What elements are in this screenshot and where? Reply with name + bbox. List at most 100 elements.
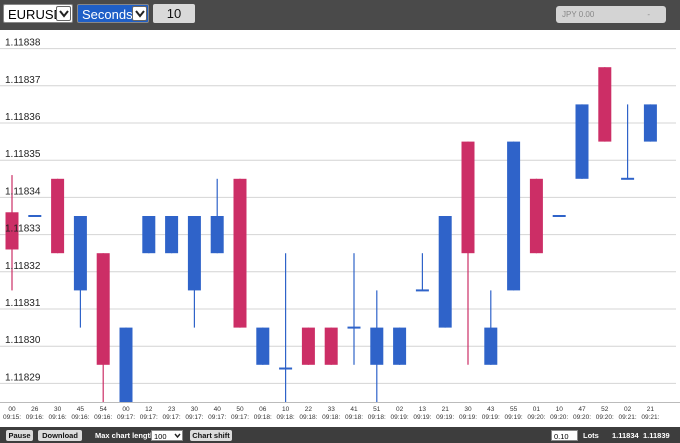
lots-input[interactable]: 0.10 bbox=[551, 430, 578, 441]
candle[interactable] bbox=[279, 253, 293, 402]
x-tick-seconds: 52 bbox=[601, 406, 609, 413]
period-count-input[interactable]: 10 bbox=[153, 4, 195, 23]
candle-body bbox=[51, 178, 65, 254]
timeframe-select-value: Seconds bbox=[82, 7, 133, 22]
x-tick-time: 09:16: bbox=[71, 414, 89, 421]
candle[interactable] bbox=[621, 104, 635, 180]
x-tick-time: 09:19: bbox=[505, 414, 523, 421]
x-tick-seconds: 26 bbox=[31, 406, 39, 413]
x-tick-time: 09:17: bbox=[117, 414, 135, 421]
x-tick-seconds: 23 bbox=[168, 406, 176, 413]
candle[interactable] bbox=[73, 216, 87, 328]
jpy-balance-widget[interactable]: JPY 0.00 - bbox=[556, 6, 666, 23]
timeframe-select[interactable]: Seconds bbox=[77, 4, 149, 23]
candle-body bbox=[96, 253, 110, 365]
x-tick-time: 09:16: bbox=[49, 414, 67, 421]
ask-price: 1.11839 bbox=[643, 431, 670, 440]
x-tick-time: 09:20: bbox=[596, 414, 614, 421]
max-chart-length-select[interactable]: 100 bbox=[151, 430, 183, 441]
x-tick-time: 09:17: bbox=[163, 414, 181, 421]
candle[interactable] bbox=[210, 178, 224, 254]
x-tick-time: 09:18: bbox=[299, 414, 317, 421]
candle[interactable] bbox=[415, 253, 429, 292]
x-tick-seconds: 30 bbox=[54, 406, 62, 413]
download-button[interactable]: Download bbox=[38, 430, 82, 441]
candle[interactable] bbox=[461, 141, 475, 365]
x-tick-seconds: 13 bbox=[419, 406, 427, 413]
x-tick-seconds: 47 bbox=[578, 406, 586, 413]
candle[interactable] bbox=[142, 216, 156, 254]
y-tick-label: 1.11833 bbox=[5, 224, 41, 235]
candle[interactable] bbox=[507, 141, 521, 291]
candle[interactable] bbox=[484, 290, 498, 365]
candle[interactable] bbox=[165, 216, 179, 254]
max-chart-length-value: 100 bbox=[154, 432, 167, 441]
candle[interactable] bbox=[575, 104, 589, 179]
candle[interactable] bbox=[187, 216, 201, 328]
candle-body bbox=[621, 177, 635, 180]
candle[interactable] bbox=[643, 104, 657, 142]
candle-body bbox=[233, 178, 247, 328]
x-tick-time: 09:18: bbox=[322, 414, 340, 421]
y-tick-label: 1.11838 bbox=[5, 38, 41, 49]
candle[interactable] bbox=[28, 215, 42, 217]
candle[interactable] bbox=[51, 178, 65, 254]
candle-body bbox=[370, 327, 384, 365]
x-tick-seconds: 12 bbox=[145, 406, 153, 413]
candle[interactable] bbox=[324, 327, 338, 365]
x-tick-seconds: 21 bbox=[647, 406, 655, 413]
x-tick-time: 09:18: bbox=[345, 414, 363, 421]
candle-body bbox=[187, 216, 201, 291]
chevron-down-icon bbox=[174, 431, 181, 443]
bottom-toolbar: Pause Download Max chart length: 100 Cha… bbox=[0, 427, 680, 443]
candle[interactable] bbox=[347, 253, 361, 365]
x-tick-seconds: 45 bbox=[77, 406, 85, 413]
candle[interactable] bbox=[529, 178, 543, 254]
x-tick-seconds: 01 bbox=[533, 406, 541, 413]
jpy-balance-change: - bbox=[647, 10, 650, 19]
candle[interactable] bbox=[256, 327, 270, 365]
candle[interactable] bbox=[438, 216, 452, 328]
candle[interactable] bbox=[370, 290, 384, 402]
candle[interactable] bbox=[119, 327, 133, 402]
candle-body bbox=[347, 326, 361, 329]
y-tick-label: 1.11835 bbox=[5, 149, 41, 160]
pause-button[interactable]: Pause bbox=[6, 430, 33, 441]
chevron-down-icon[interactable] bbox=[132, 6, 147, 21]
x-tick-seconds: 40 bbox=[214, 406, 222, 413]
candle-body bbox=[643, 104, 657, 142]
candle[interactable] bbox=[233, 178, 247, 328]
candlestick-chart[interactable]: 1.11829 1.11830 1.11831 1.11832 1.11833 1.118… bbox=[0, 30, 680, 427]
candle[interactable] bbox=[301, 327, 315, 365]
x-tick-time: 09:19: bbox=[436, 414, 454, 421]
candle-body bbox=[256, 327, 270, 365]
symbol-select[interactable]: EURUSD bbox=[3, 4, 73, 23]
x-tick-time: 09:19: bbox=[482, 414, 500, 421]
candle[interactable] bbox=[96, 253, 110, 402]
x-tick-seconds: 43 bbox=[487, 406, 495, 413]
candle-body bbox=[119, 327, 133, 402]
x-tick-seconds: 55 bbox=[510, 406, 518, 413]
candle[interactable] bbox=[552, 215, 566, 217]
x-tick-time: 09:16: bbox=[26, 414, 44, 421]
candle[interactable] bbox=[598, 67, 612, 142]
chevron-down-icon[interactable] bbox=[56, 6, 71, 21]
candle-body bbox=[210, 216, 224, 254]
candle-body bbox=[73, 216, 87, 291]
candle-body bbox=[301, 327, 315, 365]
x-tick-seconds: 30 bbox=[191, 406, 199, 413]
x-tick-seconds: 41 bbox=[350, 406, 358, 413]
y-tick-label: 1.11829 bbox=[5, 372, 41, 383]
x-tick-seconds: 33 bbox=[328, 406, 336, 413]
x-tick-seconds: 00 bbox=[122, 406, 130, 413]
chart-shift-button[interactable]: Chart shift bbox=[190, 430, 232, 441]
lots-label: Lots bbox=[583, 431, 599, 440]
candle-body bbox=[324, 327, 338, 365]
candle-body bbox=[575, 104, 589, 179]
candle-body bbox=[529, 178, 543, 254]
candle[interactable] bbox=[5, 175, 19, 291]
x-tick-seconds: 51 bbox=[373, 406, 381, 413]
candle-body bbox=[598, 67, 612, 142]
candle[interactable] bbox=[393, 327, 407, 365]
x-tick-seconds: 54 bbox=[100, 406, 108, 413]
